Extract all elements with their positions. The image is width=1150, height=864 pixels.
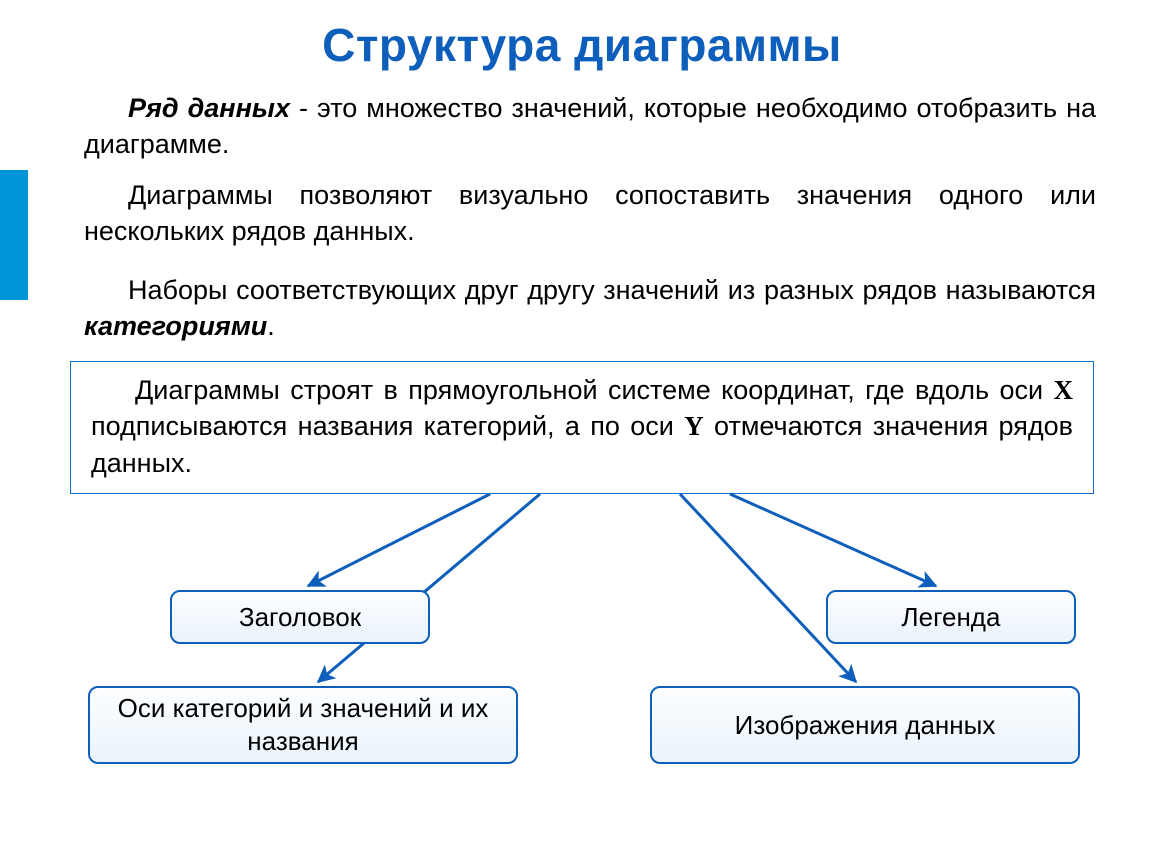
paragraph-3: Наборы соответствующих друг другу значен… (84, 272, 1096, 345)
flowchart-node-n3: Оси категорий и значений и их названия (88, 686, 518, 764)
flowchart-node-n4: Изображения данных (650, 686, 1080, 764)
flowchart-edge (308, 494, 490, 586)
axis-x: X (1054, 375, 1074, 405)
info-box-text: Диаграммы строят в прямоугольной системе… (91, 372, 1073, 481)
flowchart-edge (730, 494, 936, 586)
paragraph-1: Ряд данных - это множество значений, кот… (84, 90, 1096, 163)
flowchart-node-n2: Легенда (826, 590, 1076, 644)
flowchart-edge (318, 494, 540, 682)
info-box: Диаграммы строят в прямоугольной системе… (70, 361, 1094, 494)
term-categories: категориями (84, 311, 267, 341)
slide: Структура диаграммы Ряд данных - это мно… (0, 0, 1150, 864)
info-b: подписываются названия категорий, а по о… (91, 411, 684, 441)
page-title: Структура диаграммы (44, 18, 1120, 72)
paragraph-2: Диаграммы позволяют визуально сопоставит… (84, 177, 1096, 250)
info-a: Диаграммы строят в прямоугольной системе… (135, 375, 1054, 405)
paragraph-3a: Наборы соответствующих друг другу значен… (128, 275, 1096, 305)
paragraph-3c: . (267, 311, 275, 341)
flowchart-edge (680, 494, 856, 682)
flowchart: Заголовок Легенда Оси категорий и значений… (70, 494, 1094, 772)
term-data-series: Ряд данных (128, 93, 290, 123)
flowchart-node-n1: Заголовок (170, 590, 430, 644)
paragraph-2-text: Диаграммы позволяют визуально сопоставит… (84, 180, 1096, 246)
axis-y: Y (684, 411, 704, 441)
